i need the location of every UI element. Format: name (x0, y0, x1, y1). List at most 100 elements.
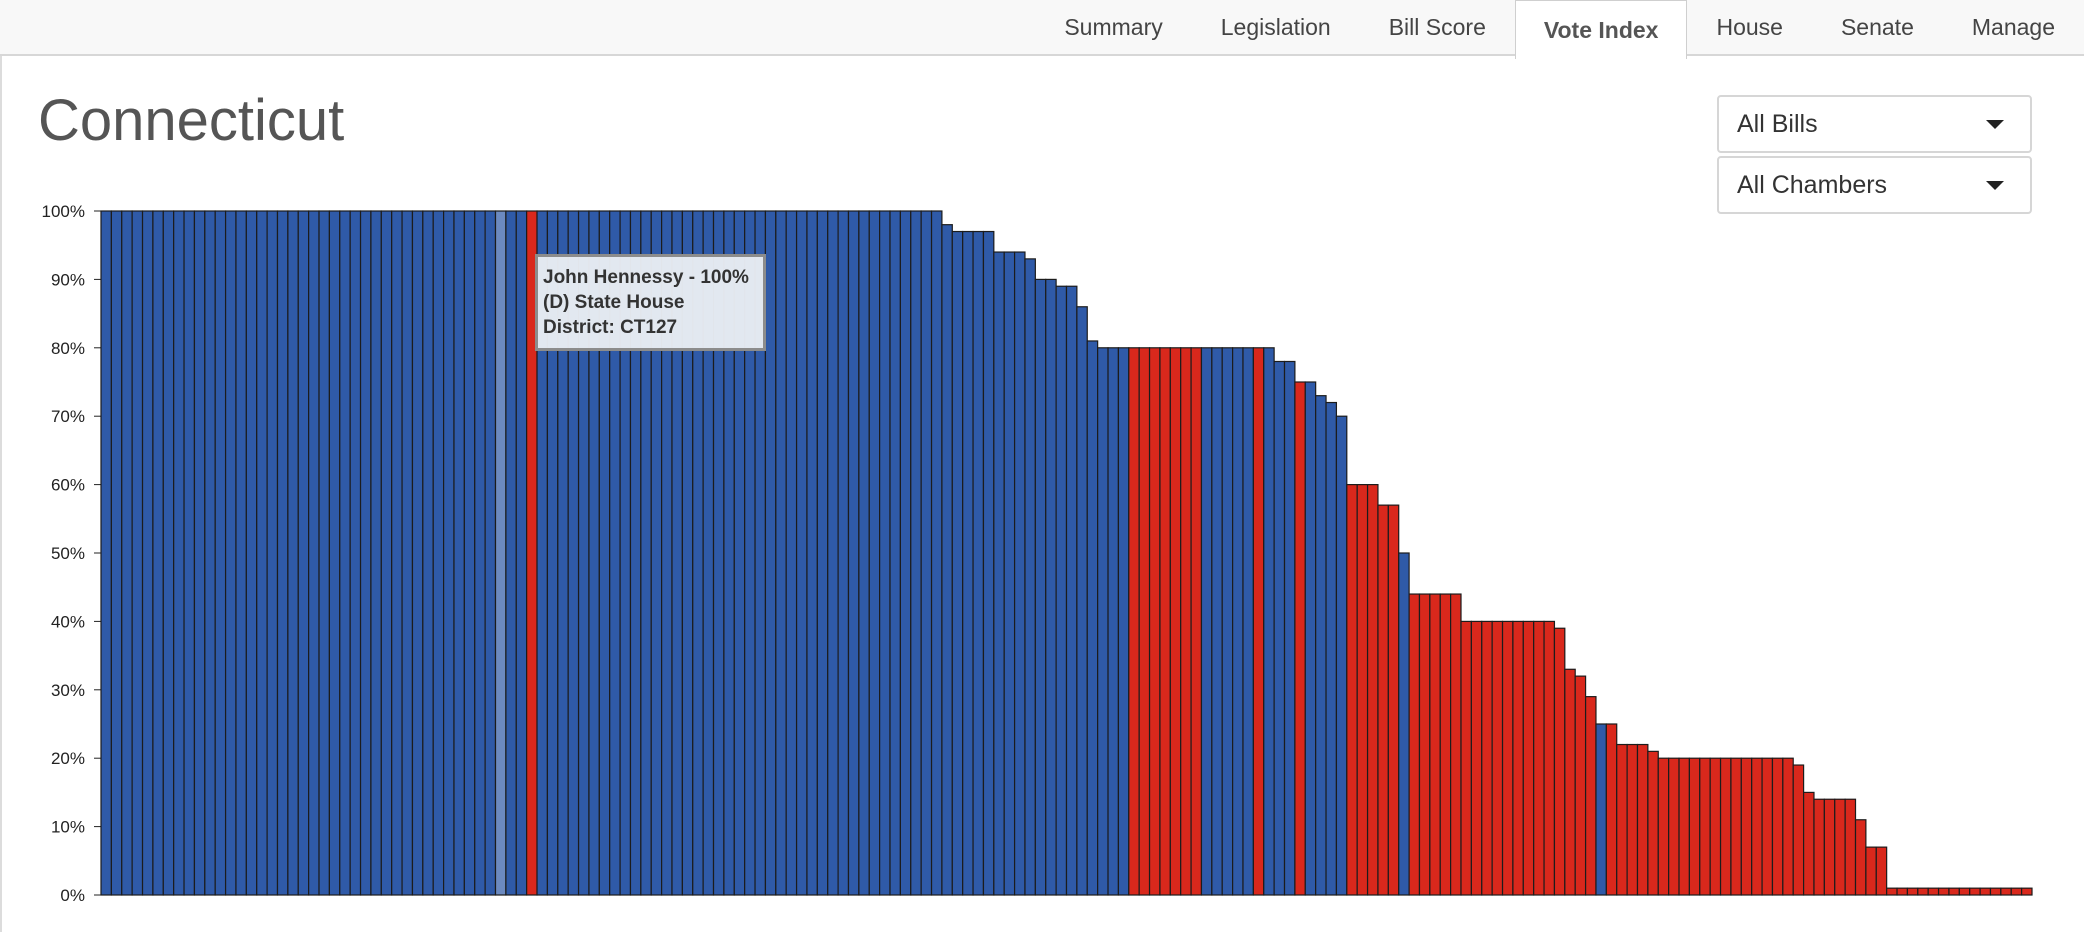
legislator-bar[interactable] (1647, 750, 1659, 896)
legislator-bar[interactable] (1221, 347, 1234, 896)
legislator-bar[interactable] (100, 210, 112, 896)
legislator-bar[interactable] (837, 210, 850, 896)
legislator-bar[interactable] (1366, 484, 1379, 896)
legislator-bar[interactable] (1024, 258, 1036, 896)
legislator-bar[interactable] (359, 210, 372, 896)
legislator-bar[interactable] (889, 210, 901, 896)
legislator-bar[interactable] (1678, 757, 1691, 896)
legislator-bar[interactable] (193, 210, 206, 896)
legislator-bar[interactable] (1325, 401, 1338, 896)
legislator-bar[interactable] (951, 230, 964, 896)
legislator-bar[interactable] (1398, 552, 1410, 896)
legislator-bar[interactable] (785, 210, 798, 896)
legislator-bar[interactable] (1034, 278, 1047, 896)
tab-vote-index[interactable]: Vote Index (1514, 0, 1688, 59)
legislator-bar[interactable] (930, 210, 943, 896)
legislator-bar[interactable] (795, 210, 808, 896)
legislator-bar[interactable] (1553, 627, 1566, 896)
tab-bill-score[interactable]: Bill Score (1388, 13, 1486, 40)
legislator-bar[interactable] (1335, 415, 1348, 896)
legislator-bar[interactable] (1356, 484, 1369, 896)
legislator-bar[interactable] (463, 210, 476, 896)
legislator-bar[interactable] (1076, 306, 1088, 896)
legislator-bar[interactable] (1730, 757, 1742, 896)
legislator-bar[interactable] (941, 224, 953, 896)
legislator-bar[interactable] (1813, 798, 1825, 896)
legislator-bar[interactable] (173, 210, 185, 896)
legislator-bar[interactable] (494, 210, 507, 896)
legislator-bar[interactable] (1418, 593, 1431, 896)
legislator-bar[interactable] (1408, 593, 1421, 896)
legislator-bar[interactable] (858, 210, 870, 896)
legislator-bar[interactable] (1460, 620, 1472, 896)
legislator-bar[interactable] (1128, 347, 1140, 896)
legislator-bar[interactable] (2010, 887, 2023, 896)
legislator-bar[interactable] (131, 210, 144, 896)
legislator-bar[interactable] (1211, 347, 1223, 896)
legislator-bar[interactable] (1865, 846, 1877, 896)
legislator-bar[interactable] (1896, 887, 1909, 896)
legislator-bar[interactable] (1200, 347, 1213, 896)
legislator-bar[interactable] (1564, 668, 1576, 896)
legislator-bar[interactable] (474, 210, 486, 896)
legislator-bar[interactable] (1875, 846, 1888, 896)
legislator-bar[interactable] (1917, 887, 1929, 896)
legislator-bar[interactable] (1273, 360, 1286, 896)
legislator-bar[interactable] (370, 210, 382, 896)
legislator-bar[interactable] (1834, 798, 1846, 896)
legislator-bar[interactable] (1013, 251, 1026, 896)
legislator-bar[interactable] (183, 210, 196, 896)
legislator-bar[interactable] (401, 210, 414, 896)
legislator-bar[interactable] (484, 210, 497, 896)
legislator-bar[interactable] (1304, 381, 1317, 896)
legislator-bar[interactable] (1854, 819, 1867, 896)
legislator-bar[interactable] (1969, 887, 1981, 896)
legislator-bar[interactable] (775, 210, 787, 896)
legislator-bar[interactable] (328, 210, 341, 896)
legislator-bar[interactable] (1844, 798, 1857, 896)
legislator-bar[interactable] (204, 210, 216, 896)
legislator-bar[interactable] (339, 210, 351, 896)
legislator-bar[interactable] (1107, 347, 1120, 896)
legislator-bar[interactable] (806, 210, 818, 896)
legislator-bar[interactable] (1740, 757, 1753, 896)
legislator-bar[interactable] (1823, 798, 1836, 896)
legislator-bar[interactable] (1668, 757, 1680, 896)
legislator-bar[interactable] (1948, 887, 1960, 896)
legislator-bar[interactable] (1263, 347, 1275, 896)
legislator-bar[interactable] (1719, 757, 1732, 896)
legislator-bar[interactable] (422, 210, 434, 896)
legislator-bar[interactable] (1138, 347, 1151, 896)
legislator-bar[interactable] (1751, 757, 1763, 896)
legislator-bar[interactable] (1159, 347, 1171, 896)
legislator-bar[interactable] (1533, 620, 1545, 896)
legislator-bar[interactable] (297, 210, 310, 896)
legislator-bar[interactable] (1450, 593, 1462, 896)
legislator-bar[interactable] (868, 210, 881, 896)
bills-filter-select[interactable]: All Bills (1717, 95, 2032, 153)
legislator-bar[interactable] (1252, 347, 1265, 896)
legislator-bar[interactable] (380, 210, 393, 896)
legislator-bar[interactable] (1242, 347, 1254, 896)
legislator-bar[interactable] (982, 230, 995, 896)
legislator-bar[interactable] (899, 210, 912, 896)
legislator-bar[interactable] (1190, 347, 1203, 896)
legislator-bar[interactable] (1636, 743, 1649, 896)
legislator-bar[interactable] (432, 210, 445, 896)
legislator-bar[interactable] (1169, 347, 1182, 896)
legislator-bar[interactable] (162, 210, 175, 896)
legislator-bar[interactable] (1429, 593, 1441, 896)
legislator-bar[interactable] (141, 210, 154, 896)
legislator-bar[interactable] (1315, 395, 1327, 896)
legislator-bar[interactable] (110, 210, 123, 896)
legislator-bar[interactable] (1055, 285, 1068, 896)
legislator-bar[interactable] (1802, 791, 1815, 896)
legislator-bar[interactable] (847, 210, 860, 896)
legislator-bar[interactable] (505, 210, 517, 896)
legislator-bar[interactable] (1605, 723, 1618, 896)
legislator-bar[interactable] (1232, 347, 1244, 896)
legislator-bar[interactable] (1377, 504, 1389, 896)
legislator-bar[interactable] (121, 210, 133, 896)
legislator-bar[interactable] (910, 210, 922, 896)
legislator-bar[interactable] (1283, 360, 1296, 896)
